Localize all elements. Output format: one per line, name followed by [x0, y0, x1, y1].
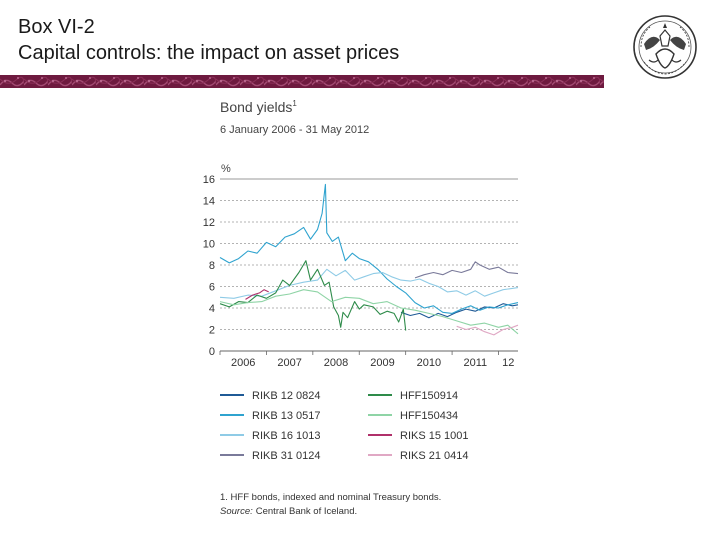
- legend-label-hff150434: HFF150434: [400, 410, 458, 422]
- slide-title-line-2: Capital controls: the impact on asset pr…: [18, 42, 400, 64]
- x-tick-label-2009: 2009: [370, 357, 394, 369]
- legend-label-rikb-13-0517: RIKB 13 0517: [252, 410, 321, 422]
- series-line-rikb-16-1013: [219, 268, 519, 299]
- x-tick-label-2011: 2011: [463, 357, 487, 369]
- slide-title: Box VI-2 Capital controls: the impact on…: [18, 14, 399, 66]
- series-line-rikb-12-0824: [400, 303, 519, 319]
- legend-label-riks-15-1001: RIKS 15 1001: [400, 430, 469, 442]
- header-band: [0, 75, 604, 88]
- chart-source-text: Central Bank of Iceland.: [256, 506, 357, 517]
- legend-label-hff150914: HFF150914: [400, 390, 458, 402]
- series-lines: [219, 183, 519, 336]
- chart-footnote: 1. HFF bonds, indexed and nominal Treasu…: [220, 492, 441, 503]
- chart-title-superscript: 1: [292, 99, 297, 108]
- y-tick-label-10: 10: [203, 239, 215, 251]
- y-tick-label-4: 4: [209, 303, 215, 315]
- x-tick-label-2010: 2010: [417, 357, 441, 369]
- x-tick-label-12: 12: [502, 357, 514, 369]
- chart-source: Source: Central Bank of Iceland.: [220, 506, 357, 517]
- bond-yields-chart: Bond yields1 6 January 2006 - 31 May 201…: [203, 99, 519, 517]
- series-line-rikb-13-0517: [219, 183, 519, 314]
- series-line-riks-15-1001: [245, 289, 269, 300]
- legend: RIKB 12 0824 RIKB 13 0517 RIKB 16 1013 RIKB…: [220, 390, 469, 462]
- x-tick-label-2008: 2008: [324, 357, 348, 369]
- series-line-riks-21-0414: [456, 324, 519, 336]
- y-tick-labels: 0 2 4 6 8 10 12 14 16: [203, 174, 215, 358]
- legend-label-rikb-16-1013: RIKB 16 1013: [252, 430, 321, 442]
- y-tick-label-16: 16: [203, 174, 215, 186]
- legend-label-riks-21-0414: RIKS 21 0414: [400, 450, 469, 462]
- y-tick-label-8: 8: [209, 260, 215, 272]
- x-tick-label-2006: 2006: [231, 357, 255, 369]
- y-tick-label-14: 14: [203, 196, 215, 208]
- central-bank-logo: [633, 15, 697, 79]
- grid-layer: [219, 178, 518, 355]
- chart-title: Bond yields1: [220, 99, 297, 115]
- y-tick-label-12: 12: [203, 217, 215, 229]
- y-tick-label-6: 6: [209, 282, 215, 294]
- x-tick-labels: 2006 2007 2008 2009 2010 2011 12: [231, 357, 514, 369]
- slide-title-line-1: Box VI-2: [18, 16, 95, 38]
- x-tick-label-2007: 2007: [277, 357, 301, 369]
- series-line-hff150434: [219, 289, 519, 335]
- y-axis-unit: %: [221, 163, 231, 175]
- y-tick-label-0: 0: [209, 346, 215, 358]
- series-line-rikb-31-0124: [414, 261, 519, 279]
- chart-subtitle: 6 January 2006 - 31 May 2012: [220, 124, 369, 136]
- y-tick-label-2: 2: [209, 325, 215, 337]
- chart-source-label: Source:: [220, 506, 253, 517]
- legend-label-rikb-31-0124: RIKB 31 0124: [252, 450, 321, 462]
- series-line-hff150914: [219, 260, 407, 331]
- legend-label-rikb-12-0824: RIKB 12 0824: [252, 390, 321, 402]
